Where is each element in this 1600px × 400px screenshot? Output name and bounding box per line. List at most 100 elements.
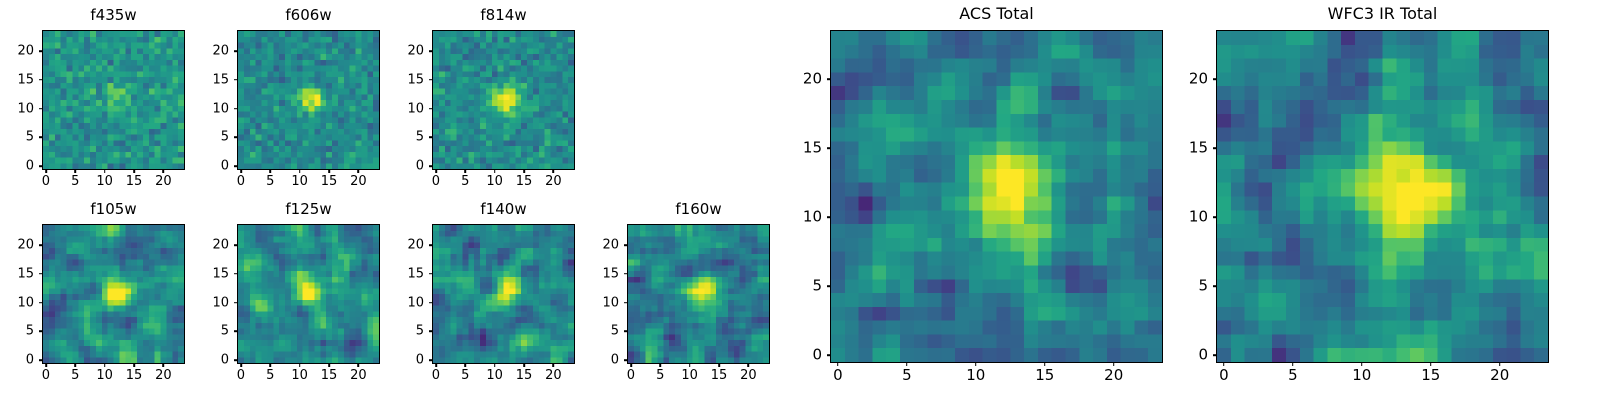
x-tick-label: 20: [1104, 366, 1124, 384]
y-tick-mark: [429, 136, 433, 139]
subplot-title: f435w: [90, 6, 137, 24]
x-tick-label: 5: [461, 368, 470, 383]
x-tick-label: 10: [96, 174, 113, 189]
x-tick-label: 20: [545, 174, 562, 189]
heatmap-image: [43, 225, 184, 363]
y-tick-mark: [1213, 78, 1217, 81]
x-tick-mark: [1112, 362, 1115, 366]
y-tick-label: 5: [25, 323, 34, 339]
y-tick-label: 10: [407, 101, 424, 117]
y-tick-mark: [1213, 285, 1217, 287]
y-tick-mark: [429, 165, 433, 167]
y-tick-label: 0: [220, 352, 229, 368]
y-tick-label: 5: [812, 276, 822, 295]
y-tick-label: 10: [212, 295, 229, 311]
x-tick-mark: [659, 363, 662, 367]
y-tick-label: 20: [602, 237, 619, 253]
x-tick-mark: [298, 363, 301, 367]
heatmap-image: [1217, 31, 1548, 362]
x-tick-mark: [630, 363, 632, 367]
y-tick-label: 15: [212, 266, 229, 282]
y-tick-label: 0: [1198, 345, 1208, 364]
x-tick-mark: [837, 362, 839, 366]
y-tick-label: 10: [212, 101, 229, 117]
x-tick-label: 15: [320, 174, 338, 189]
y-tick-mark: [1213, 354, 1217, 356]
x-tick-mark: [906, 362, 908, 366]
x-tick-label: 0: [236, 174, 246, 189]
subplot-title: WFC3 IR Total: [1327, 4, 1438, 23]
subplot-f435w: f435w 0 5 10 15 20 0 5 10 15 20: [17, 7, 185, 188]
y-tick-label: 10: [407, 295, 424, 311]
y-tick-mark: [429, 79, 433, 81]
x-tick-label: 10: [291, 368, 308, 383]
y-tick-label: 15: [407, 266, 424, 282]
x-tick-mark: [103, 169, 106, 173]
y-tick-mark: [39, 79, 43, 81]
x-tick-label: 0: [626, 368, 636, 383]
y-tick-mark: [234, 136, 238, 139]
heatmap-image: [628, 225, 769, 363]
y-tick-label: 15: [212, 72, 229, 88]
y-tick-mark: [624, 359, 628, 361]
y-tick-label: 20: [17, 237, 34, 253]
x-tick-label: 0: [41, 368, 51, 383]
x-tick-mark: [1043, 362, 1046, 366]
x-tick-label: 20: [1490, 366, 1510, 384]
x-tick-mark: [493, 169, 496, 173]
y-tick-mark: [827, 216, 831, 218]
y-tick-label: 20: [17, 43, 34, 59]
subplot-title: f606w: [285, 6, 332, 24]
x-tick-label: 10: [486, 174, 503, 189]
y-tick-label: 0: [25, 158, 34, 174]
x-tick-label: 0: [431, 368, 441, 383]
subplot-f125w: f125w 0 5 10 15 20 0 5 10 15 20: [212, 201, 380, 382]
heatmap-image: [238, 31, 379, 169]
x-tick-mark: [552, 169, 555, 173]
y-tick-mark: [234, 165, 238, 167]
y-tick-mark: [624, 301, 628, 304]
heatmap-image: [433, 225, 574, 363]
y-tick-label: 20: [407, 43, 424, 59]
y-tick-mark: [39, 165, 43, 167]
subplot-title: f814w: [480, 6, 527, 24]
x-tick-label: 15: [125, 174, 143, 189]
y-tick-mark: [1213, 216, 1217, 218]
x-tick-label: 5: [1288, 366, 1298, 384]
x-tick-mark: [240, 363, 242, 367]
x-tick-mark: [1223, 362, 1225, 366]
x-tick-mark: [162, 363, 165, 367]
x-tick-mark: [357, 363, 360, 367]
subplot-title: f125w: [285, 200, 332, 218]
y-tick-mark: [234, 301, 238, 304]
y-tick-label: 0: [220, 158, 229, 174]
x-tick-label: 5: [266, 368, 275, 383]
y-tick-label: 5: [220, 323, 229, 339]
y-tick-mark: [234, 79, 238, 81]
y-tick-label: 10: [802, 207, 822, 226]
x-tick-label: 15: [515, 174, 533, 189]
subplot-title: f140w: [480, 200, 527, 218]
y-tick-mark: [39, 301, 43, 304]
x-tick-label: 15: [125, 368, 143, 383]
y-tick-mark: [429, 330, 433, 333]
y-tick-mark: [1213, 147, 1217, 150]
x-tick-mark: [162, 169, 165, 173]
x-tick-mark: [1361, 362, 1363, 366]
subplot-title: f160w: [675, 200, 722, 218]
y-tick-label: 15: [17, 266, 34, 282]
y-tick-label: 5: [610, 323, 619, 339]
heatmap-image: [433, 31, 574, 169]
y-tick-label: 20: [1188, 69, 1208, 88]
y-tick-mark: [234, 330, 238, 333]
x-tick-mark: [718, 363, 720, 367]
x-tick-mark: [103, 363, 106, 367]
x-tick-label: 20: [350, 368, 367, 383]
x-tick-label: 20: [350, 174, 367, 189]
x-tick-mark: [975, 362, 977, 366]
x-tick-label: 10: [1352, 366, 1372, 384]
y-tick-label: 15: [1188, 138, 1208, 157]
y-tick-mark: [429, 244, 433, 246]
x-tick-label: 5: [461, 174, 470, 189]
